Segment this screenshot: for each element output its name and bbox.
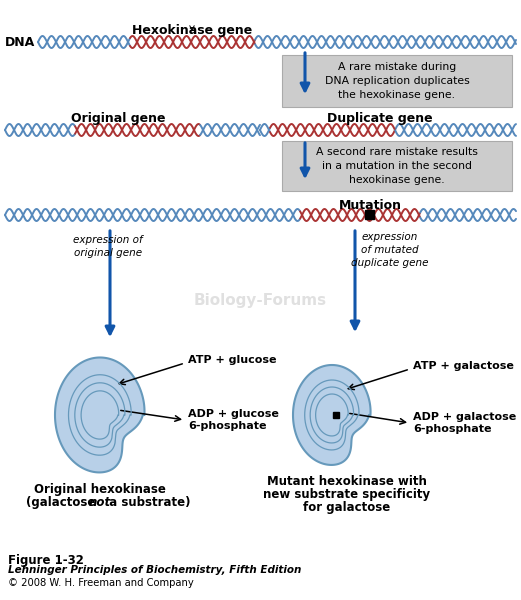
Text: for galactose: for galactose (303, 501, 391, 514)
Text: Biology-Forums: Biology-Forums (193, 292, 327, 307)
Text: Figure 1-32: Figure 1-32 (8, 554, 84, 567)
Text: expression of
original gene: expression of original gene (73, 235, 143, 258)
Text: Original gene: Original gene (71, 112, 165, 125)
Text: Mutation: Mutation (339, 199, 402, 212)
Text: A rare mistake during
DNA replication duplicates
the hexokinase gene.: A rare mistake during DNA replication du… (325, 62, 469, 100)
Text: Lehninger Principles of Biochemistry, Fifth Edition: Lehninger Principles of Biochemistry, Fi… (8, 565, 301, 575)
Text: ADP + galactose
6-phosphate: ADP + galactose 6-phosphate (413, 412, 516, 434)
FancyBboxPatch shape (282, 55, 512, 107)
Polygon shape (55, 358, 144, 472)
Text: expression
of mutated
duplicate gene: expression of mutated duplicate gene (351, 232, 429, 268)
Text: not: not (89, 496, 111, 509)
Polygon shape (293, 365, 370, 465)
Text: ATP + glucose: ATP + glucose (188, 355, 277, 365)
Text: ATP + galactose: ATP + galactose (413, 361, 514, 371)
Text: ADP + glucose
6-phosphate: ADP + glucose 6-phosphate (188, 409, 279, 431)
Bar (365, 210, 374, 219)
Text: new substrate specificity: new substrate specificity (264, 488, 430, 501)
Text: DNA: DNA (5, 37, 35, 49)
Text: Hexokinase gene: Hexokinase gene (132, 24, 252, 37)
Text: Duplicate gene: Duplicate gene (327, 112, 433, 125)
FancyBboxPatch shape (282, 141, 512, 191)
Text: a substrate): a substrate) (101, 496, 191, 509)
Text: Original hexokinase: Original hexokinase (34, 483, 166, 496)
Bar (333, 412, 339, 418)
Text: (galactose: (galactose (27, 496, 100, 509)
Text: A second rare mistake results
in a mutation in the second
hexokinase gene.: A second rare mistake results in a mutat… (316, 148, 478, 185)
Text: © 2008 W. H. Freeman and Company: © 2008 W. H. Freeman and Company (8, 578, 194, 588)
Text: Mutant hexokinase with: Mutant hexokinase with (267, 475, 427, 488)
